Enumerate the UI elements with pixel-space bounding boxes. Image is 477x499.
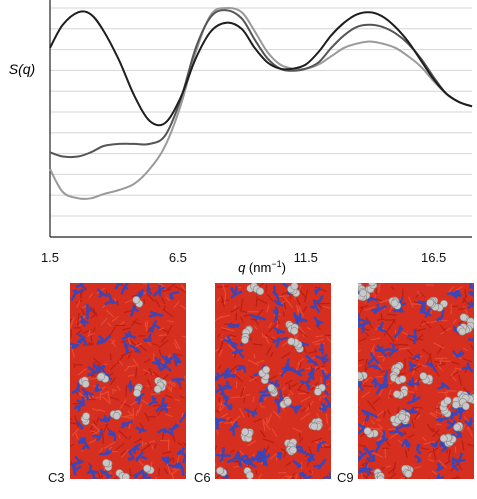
x-tick-label: 16.5 — [421, 250, 446, 265]
snapshot-image — [70, 283, 186, 479]
x-tick-label: 6.5 — [169, 250, 187, 265]
x-tick-label: 11.5 — [294, 250, 318, 265]
grid-lines — [50, 7, 472, 217]
x-ticks: 1.5 6.5 11.5 16.5 — [41, 250, 446, 265]
x-tick-label: 1.5 — [41, 250, 59, 265]
series-line-3 — [49, 7, 473, 200]
x-axis-label-close: ) — [282, 260, 286, 275]
x-axis-label-unit: (nm — [245, 260, 271, 275]
y-axis-label: S(q) — [9, 61, 35, 77]
series-group — [49, 7, 473, 200]
snapshot-image — [215, 283, 331, 479]
snapshot-c6 — [215, 283, 331, 479]
snapshot-c9 — [358, 283, 474, 479]
panel-label-c3: C3 — [48, 470, 65, 485]
x-axis-label: q (nm−1) — [238, 259, 286, 275]
snapshot-c3 — [70, 283, 186, 479]
structure-factor-chart: 1.5 6.5 11.5 16.5 S(q) q (nm−1) — [9, 0, 473, 275]
series-line-2 — [49, 9, 473, 159]
snapshot-image — [358, 283, 474, 479]
panel-label-c9: C9 — [337, 470, 354, 485]
x-axis-label-var: q — [238, 260, 246, 275]
panel-label-c6: C6 — [194, 470, 211, 485]
x-axis-label-exp: −1 — [271, 259, 281, 269]
series-line-1 — [49, 10, 473, 127]
